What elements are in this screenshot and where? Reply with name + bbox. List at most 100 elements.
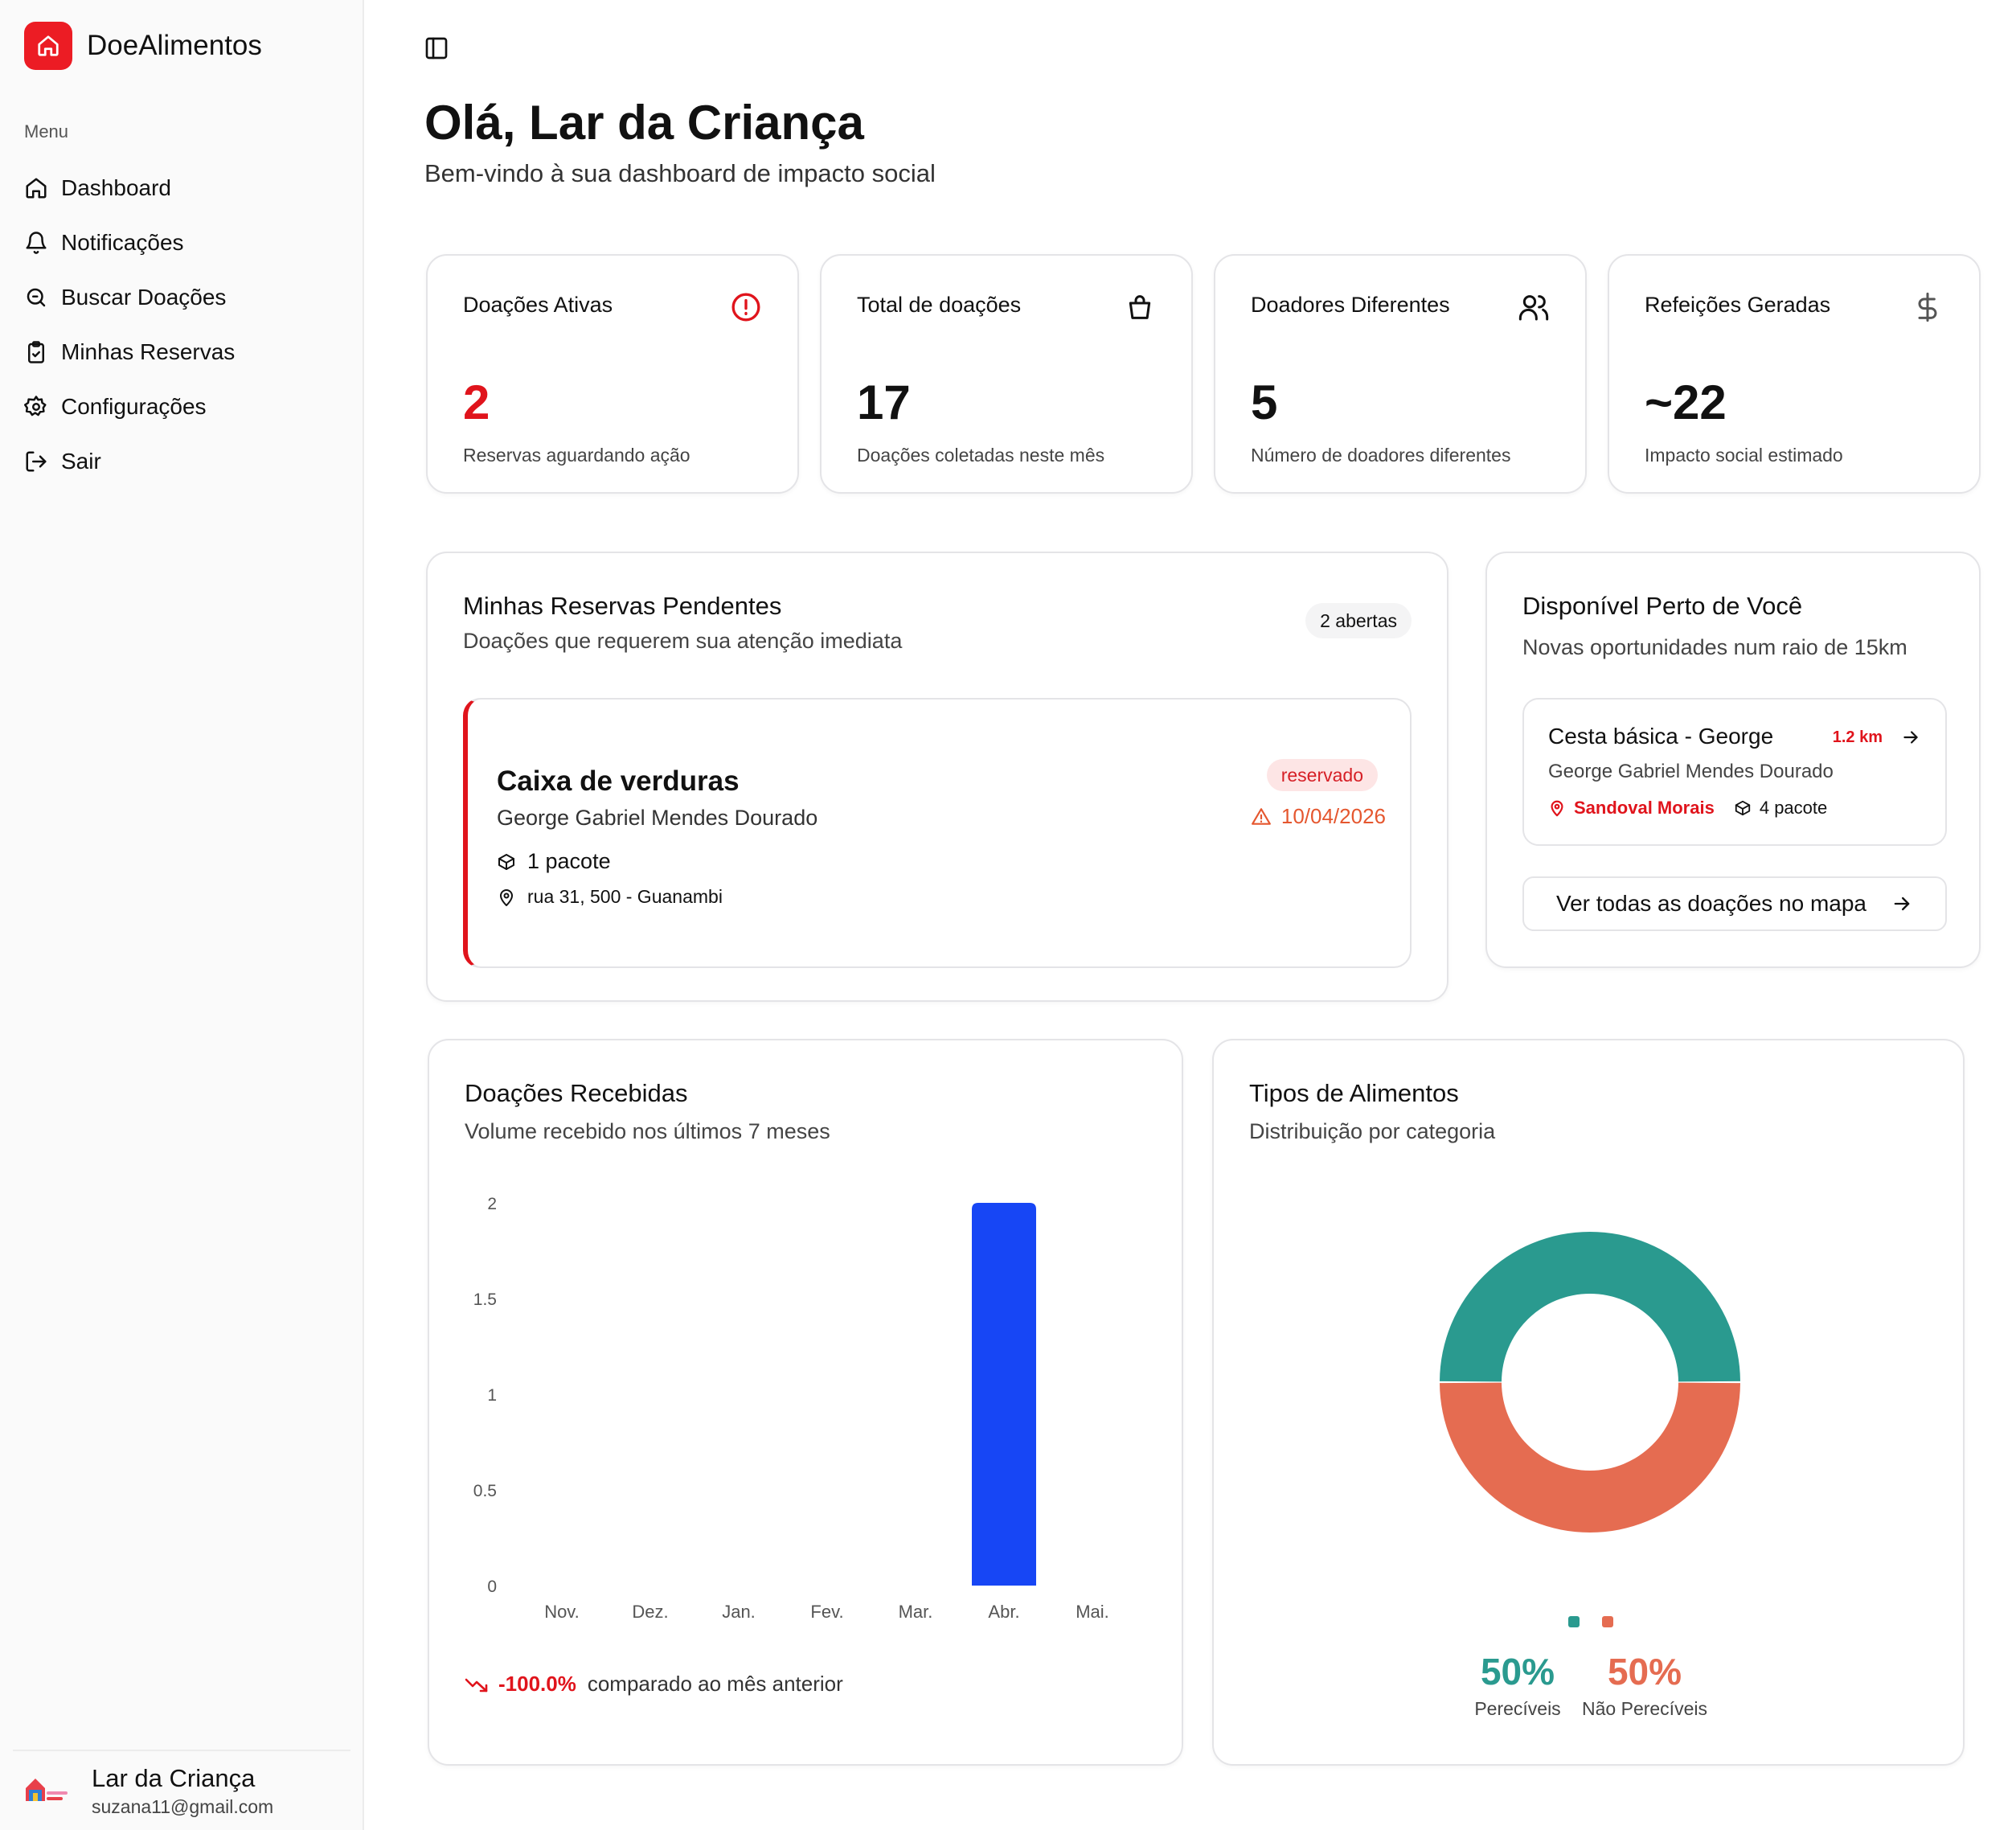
nearby-card: Disponível Perto de Você Novas oportunid… bbox=[1485, 552, 1981, 968]
section-title: Doações Recebidas bbox=[465, 1079, 688, 1107]
distance-label: 1.2 km bbox=[1832, 728, 1883, 746]
x-tick-label: Mai. bbox=[1076, 1602, 1109, 1622]
alert-circle-icon bbox=[731, 293, 760, 322]
sidebar-item-notifications[interactable]: Notificações bbox=[24, 215, 346, 270]
sidebar-item-dashboard[interactable]: Dashboard bbox=[24, 161, 346, 215]
home-logo-icon bbox=[24, 22, 72, 70]
stat-title: Total de doações bbox=[857, 293, 1022, 317]
package-icon bbox=[1735, 800, 1751, 816]
chart-legend bbox=[1568, 1616, 1636, 1627]
reservation-donor: George Gabriel Mendes Dourado bbox=[497, 806, 818, 830]
bar[interactable] bbox=[972, 1203, 1036, 1586]
sidebar-toggle-icon[interactable] bbox=[424, 35, 449, 61]
pct-label: Não Perecíveis bbox=[1582, 1698, 1707, 1719]
section-title: Minhas Reservas Pendentes bbox=[463, 592, 782, 620]
package-icon bbox=[498, 853, 514, 870]
stat-desc: Impacto social estimado bbox=[1645, 445, 1843, 466]
section-title: Disponível Perto de Você bbox=[1522, 592, 1803, 620]
stat-title: Doações Ativas bbox=[463, 293, 613, 317]
x-tick-label: Nov. bbox=[544, 1602, 580, 1622]
stat-card-active: Doações Ativas 2 Reservas aguardando açã… bbox=[426, 254, 799, 494]
stat-value: 2 bbox=[463, 375, 490, 429]
search-icon bbox=[27, 288, 46, 307]
y-tick-label: 2 bbox=[487, 1195, 497, 1213]
brand[interactable]: DoeAlimentos bbox=[24, 22, 262, 70]
trending-down-icon bbox=[465, 1678, 488, 1692]
address-text: rua 31, 500 - Guanambi bbox=[527, 886, 723, 907]
users-icon bbox=[1518, 295, 1549, 321]
sidebar-item-search[interactable]: Buscar Doações bbox=[24, 270, 346, 325]
bar-chart: 0 0.5 1 1.5 2 Nov. Dez. Jan. Fev. Mar. Abr. Mai. bbox=[473, 1195, 1109, 1622]
avatar bbox=[23, 1772, 72, 1809]
legend-swatch-nonperishable bbox=[1602, 1616, 1613, 1627]
pct-perishable: 50% Perecíveis bbox=[1445, 1650, 1590, 1720]
x-tick-label: Mar. bbox=[899, 1602, 933, 1622]
section-subtitle: Doações que requerem sua atenção imediat… bbox=[463, 629, 903, 653]
stat-title: Doadores Diferentes bbox=[1251, 293, 1450, 317]
brand-name: DoeAlimentos bbox=[87, 30, 262, 61]
stat-title: Refeições Geradas bbox=[1645, 293, 1831, 317]
nearby-donation-item[interactable]: Cesta básica - George 1.2 km George Gabr… bbox=[1522, 698, 1947, 846]
page-subtitle: Bem-vindo à sua dashboard de impacto soc… bbox=[424, 159, 936, 187]
legend-swatch-perishable bbox=[1568, 1616, 1580, 1627]
sidebar-item-logout[interactable]: Sair bbox=[24, 434, 346, 489]
pct-value: 50% bbox=[1607, 1651, 1682, 1693]
pct-nonperishable: 50% Não Perecíveis bbox=[1572, 1650, 1717, 1720]
stat-value: 5 bbox=[1251, 375, 1278, 429]
y-tick-label: 1.5 bbox=[473, 1290, 497, 1309]
user-name: Lar da Criança bbox=[92, 1763, 256, 1792]
stat-value: 17 bbox=[857, 375, 911, 429]
shopping-bag-icon bbox=[1129, 295, 1151, 319]
map-pin-icon bbox=[500, 888, 513, 906]
dollar-icon bbox=[1918, 292, 1937, 322]
nearby-item-donor: George Gabriel Mendes Dourado bbox=[1548, 761, 1834, 782]
location-text: Sandoval Morais bbox=[1574, 798, 1715, 818]
food-types-card: Tipos de Alimentos Distribuição por cate… bbox=[1212, 1039, 1965, 1766]
stat-card-meals: Refeições Geradas ~22 Impacto social est… bbox=[1608, 254, 1981, 494]
donations-received-card: Doações Recebidas Volume recebido nos úl… bbox=[428, 1039, 1183, 1766]
reservation-date: 10/04/2026 bbox=[1251, 804, 1386, 829]
x-tick-label: Jan. bbox=[722, 1602, 756, 1622]
stat-desc: Doações coletadas neste mês bbox=[857, 445, 1105, 466]
quantity-text: 4 pacote bbox=[1759, 798, 1828, 818]
donut-chart bbox=[1440, 1231, 1740, 1533]
sidebar-item-label: Minhas Reservas bbox=[61, 339, 236, 364]
sidebar-item-label: Notificações bbox=[61, 230, 184, 255]
sidebar-item-label: Sair bbox=[61, 449, 101, 474]
trend-text: comparado ao mês anterior bbox=[587, 1672, 843, 1696]
bell-icon bbox=[26, 232, 47, 254]
reservation-item[interactable]: Caixa de verduras George Gabriel Mendes … bbox=[463, 698, 1412, 968]
gear-icon bbox=[24, 396, 47, 416]
y-tick-label: 1 bbox=[487, 1386, 497, 1405]
arrow-right-icon bbox=[1894, 897, 1910, 911]
sidebar-nav: Dashboard Notificações Buscar Doações Mi… bbox=[24, 161, 346, 489]
section-subtitle: Distribuição por categoria bbox=[1249, 1119, 1496, 1143]
donut-slice[interactable] bbox=[1440, 1382, 1740, 1533]
arrow-right-icon bbox=[1903, 731, 1918, 744]
sidebar-item-reservations[interactable]: Minhas Reservas bbox=[24, 325, 346, 380]
home-icon bbox=[26, 178, 47, 199]
reservation-address: rua 31, 500 - Guanambi bbox=[497, 886, 723, 908]
sidebar-item-settings[interactable]: Configurações bbox=[24, 380, 346, 434]
section-title: Tipos de Alimentos bbox=[1249, 1079, 1459, 1107]
button-label: Ver todas as doações no mapa bbox=[1555, 891, 1867, 916]
section-subtitle: Novas oportunidades num raio de 15km bbox=[1522, 635, 1907, 659]
donut-slice[interactable] bbox=[1440, 1231, 1740, 1382]
stat-desc: Reservas aguardando ação bbox=[463, 445, 690, 466]
reservation-title: Caixa de verduras bbox=[497, 765, 740, 797]
logout-icon bbox=[26, 451, 47, 472]
stat-card-total: Total de doações 17 Doações coletadas ne… bbox=[820, 254, 1193, 494]
user-profile[interactable]: Lar da Criança suzana11@gmail.com bbox=[13, 1750, 350, 1830]
pct-label: Perecíveis bbox=[1474, 1698, 1561, 1719]
sidebar-item-label: Dashboard bbox=[61, 175, 171, 200]
sidebar-item-label: Configurações bbox=[61, 394, 207, 419]
x-tick-label: Dez. bbox=[632, 1602, 668, 1622]
sidebar-item-label: Buscar Doações bbox=[61, 285, 227, 310]
stat-card-donors: Doadores Diferentes 5 Número de doadores… bbox=[1214, 254, 1587, 494]
view-map-button[interactable]: Ver todas as doações no mapa bbox=[1522, 876, 1947, 931]
y-tick-label: 0.5 bbox=[473, 1482, 497, 1500]
page-title: Olá, Lar da Criança bbox=[424, 96, 864, 150]
x-tick-label: Abr. bbox=[988, 1602, 1019, 1622]
trend-indicator: -100.0% comparado ao mês anterior bbox=[465, 1672, 843, 1697]
section-subtitle: Volume recebido nos últimos 7 meses bbox=[465, 1119, 830, 1143]
